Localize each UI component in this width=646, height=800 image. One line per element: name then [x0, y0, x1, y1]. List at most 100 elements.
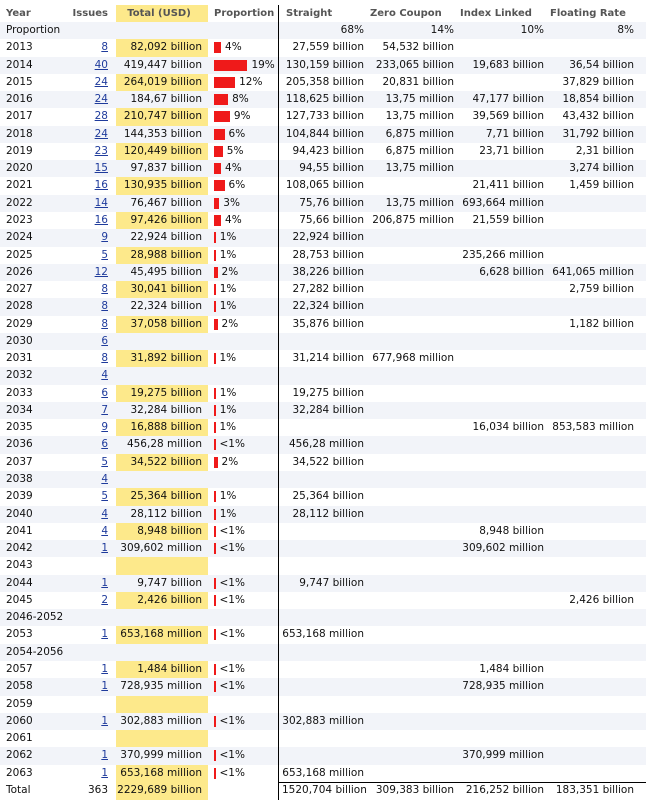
issues-link[interactable]: 28 — [94, 110, 108, 123]
issues-link[interactable]: 9 — [101, 421, 108, 434]
header-zero-coupon[interactable]: Zero Coupon — [370, 8, 442, 19]
total-cell: 456,28 million — [126, 438, 202, 451]
issues-link[interactable]: 5 — [101, 490, 108, 503]
issues-link[interactable]: 4 — [101, 507, 108, 520]
issues-link[interactable]: 8 — [101, 300, 108, 313]
issues-link[interactable]: 12 — [94, 265, 108, 278]
proportion-cell: <1% — [214, 765, 276, 782]
zero-coupon-cell — [366, 713, 454, 730]
issues-link[interactable]: 8 — [101, 283, 108, 296]
total-cell: 653,168 million — [120, 628, 202, 641]
issues-link[interactable]: 16 — [94, 213, 108, 226]
total-cell: 37,058 billion — [130, 317, 203, 330]
table-row: 2025 5 28,988 billion 1% 28,753 billion 235,2… — [0, 247, 646, 264]
issues-link[interactable]: 16 — [94, 179, 108, 192]
floating-rate-cell — [546, 436, 634, 453]
issues-link[interactable]: 6 — [101, 386, 108, 399]
issues-link[interactable]: 40 — [94, 58, 108, 71]
issues-link[interactable]: 1 — [101, 628, 108, 641]
total-cell: 34,522 billion — [130, 455, 203, 468]
header-floating-rate[interactable]: Floating Rate — [550, 8, 626, 19]
issues-link[interactable]: 1 — [101, 714, 108, 727]
issues-link[interactable]: 1 — [101, 576, 108, 589]
year-cell: 2016 — [6, 93, 33, 106]
issues-link[interactable]: 2 — [101, 593, 108, 606]
issues-link[interactable]: 8 — [101, 317, 108, 330]
issues-cell: 9 — [72, 419, 108, 436]
issues-link[interactable]: 4 — [101, 369, 108, 382]
year-cell: 2025 — [6, 248, 33, 261]
total-cell: 2,426 billion — [137, 593, 202, 606]
issues-cell: 4 — [72, 506, 108, 523]
zero-coupon-cell — [366, 557, 454, 574]
index-linked-cell — [456, 39, 544, 56]
straight-cell: 456,28 million — [288, 438, 364, 451]
total-cell: 97,837 billion — [130, 162, 203, 175]
total-usd: 2229,689 billion — [117, 783, 202, 796]
issues-cell: 24 — [72, 74, 108, 91]
year-cell: 2022 — [6, 196, 33, 209]
index-linked-cell — [456, 281, 544, 298]
header-straight[interactable]: Straight — [286, 8, 333, 19]
issues-link[interactable]: 6 — [101, 334, 108, 347]
issues-link[interactable]: 24 — [94, 75, 108, 88]
header-total[interactable]: Total (USD) — [127, 8, 191, 19]
total-cell — [116, 730, 202, 747]
total-cell: 97,426 billion — [130, 213, 203, 226]
table-row: 2043 — [0, 557, 646, 574]
issues-link[interactable]: 1 — [101, 662, 108, 675]
header-index-linked[interactable]: Index Linked — [460, 8, 532, 19]
floating-rate-cell: 37,829 billion — [562, 75, 635, 88]
table-row: 2031 8 31,892 billion 1% 31,214 billion 677,9… — [0, 350, 646, 367]
issues-link[interactable]: 1 — [101, 680, 108, 693]
header-proportion[interactable]: Proportion — [214, 8, 275, 19]
proportion-label: 4% — [225, 162, 242, 175]
issues-link[interactable]: 4 — [101, 524, 108, 537]
proportion-cell: <1% — [214, 575, 276, 592]
issues-link[interactable]: 1 — [101, 749, 108, 762]
total-cell: 25,364 billion — [130, 490, 203, 503]
issues-link[interactable]: 9 — [101, 231, 108, 244]
total-row: Total 363 2229,689 billion 1520,704 bill… — [0, 781, 646, 799]
issues-link[interactable]: 8 — [101, 352, 108, 365]
proportion-cell: <1% — [214, 523, 276, 540]
straight-cell: 27,282 billion — [292, 283, 365, 296]
straight-cell: 27,559 billion — [292, 41, 365, 54]
table-row: 2026 12 45,495 billion 2% 38,226 billion 6,62… — [0, 263, 646, 282]
issues-link[interactable]: 15 — [94, 162, 108, 175]
total-cell: 30,041 billion — [130, 283, 203, 296]
table-row: 2016 24 184,67 billion 8% 118,625 billion 13,… — [0, 91, 646, 109]
header-year[interactable]: Year — [6, 8, 31, 19]
issues-link[interactable]: 23 — [94, 144, 108, 157]
issues-link[interactable]: 24 — [94, 93, 108, 106]
zero-coupon-cell — [366, 678, 454, 695]
issues-link[interactable]: 4 — [101, 473, 108, 486]
proportion-cell — [214, 367, 276, 384]
index-linked-cell: 7,71 billion — [485, 127, 544, 140]
header-issues[interactable]: Issues — [72, 8, 108, 19]
table-row: 2027 8 30,041 billion 1% 27,282 billion 2,759… — [0, 281, 646, 298]
total-straight: 1520,704 billion — [282, 783, 367, 796]
issues-link[interactable]: 24 — [94, 127, 108, 140]
issues-link[interactable]: 5 — [101, 455, 108, 468]
issues-link[interactable]: 6 — [101, 438, 108, 451]
proportion-label: 5% — [226, 144, 244, 157]
year-cell: 2019 — [6, 144, 33, 157]
issues-link[interactable]: 1 — [101, 542, 108, 555]
straight-cell — [282, 747, 364, 764]
proportion-label: 6% — [228, 179, 246, 192]
floating-rate-cell — [546, 454, 634, 471]
issues-link[interactable]: 14 — [94, 196, 108, 209]
total-cell: 16,888 billion — [130, 421, 203, 434]
issues-link[interactable]: 1 — [101, 766, 108, 779]
proportion-cell: 1% — [214, 506, 276, 523]
total-cell: 19,275 billion — [130, 386, 203, 399]
issues-link[interactable]: 7 — [101, 403, 108, 416]
issues-link[interactable]: 8 — [101, 41, 108, 54]
index-linked-cell: 16,034 billion — [472, 421, 545, 434]
issues-cell: 6 — [72, 385, 108, 402]
straight-cell: 205,358 billion — [285, 75, 364, 88]
zero-coupon-cell: 13,75 million — [385, 162, 454, 175]
issues-link[interactable]: 5 — [101, 248, 108, 261]
floating-rate-cell — [546, 747, 634, 764]
